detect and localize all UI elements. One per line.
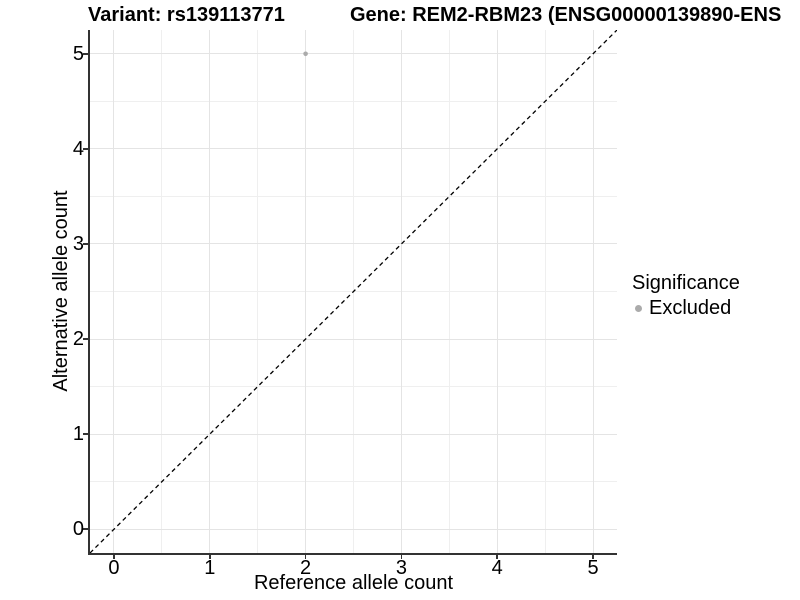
gridline-y-minor	[90, 386, 617, 388]
gridline-x-major	[113, 30, 115, 553]
legend: Significance Excluded	[632, 271, 740, 320]
y-tick-label: 0	[72, 518, 84, 541]
gridline-x-major	[592, 30, 594, 553]
x-tick-mark	[304, 554, 307, 559]
plot-layer	[90, 30, 617, 553]
x-tick-label: 0	[108, 557, 120, 579]
gridline-y-minor	[90, 100, 617, 102]
gridline-y-major	[90, 53, 617, 55]
plot-panel	[88, 30, 617, 555]
x-tick-mark	[592, 554, 594, 559]
y-tick-label: 4	[72, 137, 84, 160]
x-tick-mark	[209, 554, 211, 559]
x-tick-mark	[113, 554, 115, 559]
x-tick-label: 1	[204, 557, 216, 579]
y-tick-label: 5	[72, 42, 84, 65]
y-tick-mark	[83, 433, 88, 435]
gridline-x-major	[400, 30, 402, 553]
legend-entry-excluded: Excluded	[632, 296, 740, 320]
y-tick-mark	[83, 528, 88, 530]
y-tick-mark	[83, 243, 88, 245]
y-tick-mark	[83, 53, 88, 55]
x-tick-label: 5	[587, 557, 599, 579]
gridline-y-major	[90, 433, 617, 435]
x-tick-mark	[496, 554, 498, 559]
gridline-y-major	[90, 338, 617, 340]
gene-title: Gene: REM2-RBM23 (ENSG00000139890-ENS	[350, 4, 782, 26]
gridline-x-major	[209, 30, 211, 553]
y-tick-mark	[83, 148, 88, 150]
identity-reference-line	[90, 30, 617, 553]
x-tick-mark	[400, 554, 403, 559]
legend-title: Significance	[632, 272, 740, 294]
x-tick-label: 3	[395, 557, 407, 579]
x-axis-title: Reference allele count	[253, 572, 454, 594]
gridline-y-minor	[90, 481, 617, 483]
gridline-y-major	[90, 528, 617, 530]
x-tick-label: 2	[300, 557, 312, 579]
gridline-y-minor	[90, 195, 617, 197]
y-tick-label: 2	[72, 328, 84, 351]
data-point	[303, 51, 308, 57]
y-tick-label: 1	[72, 423, 84, 446]
gridline-y-major	[90, 243, 617, 245]
excluded-dot-icon	[635, 304, 642, 312]
y-axis-title: Alternative allele count	[50, 190, 72, 392]
legend-entry-label: Excluded	[649, 297, 732, 319]
gridline-y-major	[90, 148, 617, 150]
gridline-x-major	[496, 30, 498, 553]
y-tick-label: 3	[72, 232, 84, 255]
y-tick-mark	[83, 338, 88, 340]
variant-title: Variant: rs139113771	[88, 4, 285, 26]
gridline-x-major	[305, 30, 307, 553]
x-tick-label: 4	[491, 557, 503, 579]
